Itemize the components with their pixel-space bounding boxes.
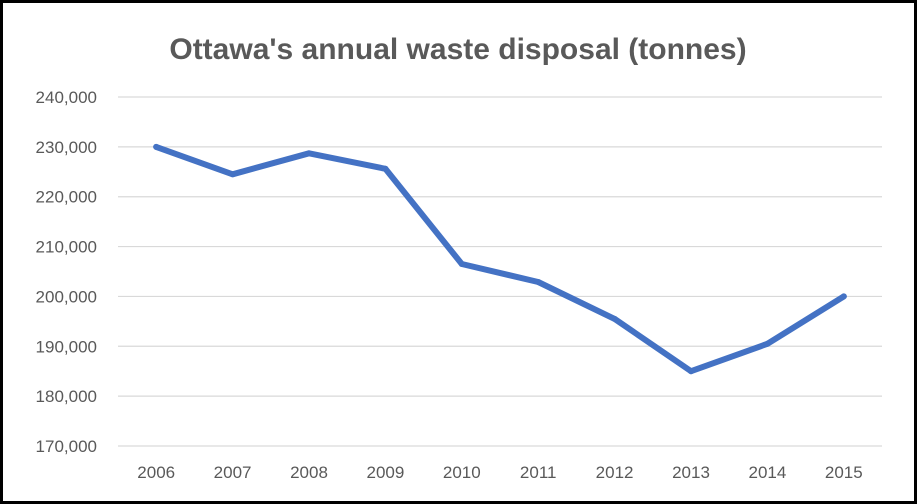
x-tick-label: 2014 bbox=[748, 463, 786, 482]
y-tick-label: 220,000 bbox=[36, 188, 97, 207]
series-line bbox=[153, 143, 847, 375]
y-tick-label: 230,000 bbox=[36, 138, 97, 157]
data-point bbox=[764, 340, 771, 347]
y-tick-label: 200,000 bbox=[36, 287, 97, 306]
x-tick-label: 2006 bbox=[137, 463, 175, 482]
y-axis-tick-labels: 240,000 230,000 220,000 210,000 200,000 190,0… bbox=[36, 88, 97, 456]
data-point bbox=[229, 171, 236, 178]
x-tick-label: 2010 bbox=[443, 463, 481, 482]
x-tick-label: 2008 bbox=[290, 463, 328, 482]
y-tick-label: 190,000 bbox=[36, 337, 97, 356]
x-tick-label: 2007 bbox=[214, 463, 252, 482]
data-point bbox=[611, 315, 618, 322]
x-axis-tick-labels: 2006 2007 2008 2009 2010 2011 2012 2013 2014 2015 bbox=[137, 463, 862, 482]
y-tick-label: 170,000 bbox=[36, 437, 97, 456]
data-point bbox=[535, 278, 542, 285]
data-point bbox=[840, 293, 847, 300]
x-tick-label: 2009 bbox=[366, 463, 404, 482]
y-tick-label: 210,000 bbox=[36, 238, 97, 257]
data-point bbox=[688, 368, 694, 375]
data-point bbox=[306, 150, 312, 157]
x-tick-label: 2012 bbox=[596, 463, 634, 482]
y-tick-label: 240,000 bbox=[36, 88, 97, 107]
chart-title: Ottawa's annual waste disposal (tonnes) bbox=[169, 33, 746, 66]
data-point bbox=[458, 261, 465, 268]
x-tick-label: 2013 bbox=[672, 463, 710, 482]
x-tick-label: 2011 bbox=[520, 463, 557, 482]
data-point bbox=[382, 165, 389, 172]
data-point bbox=[153, 143, 160, 150]
y-tick-label: 180,000 bbox=[36, 387, 97, 406]
x-tick-label: 2015 bbox=[825, 463, 863, 482]
series-layer bbox=[153, 143, 847, 375]
